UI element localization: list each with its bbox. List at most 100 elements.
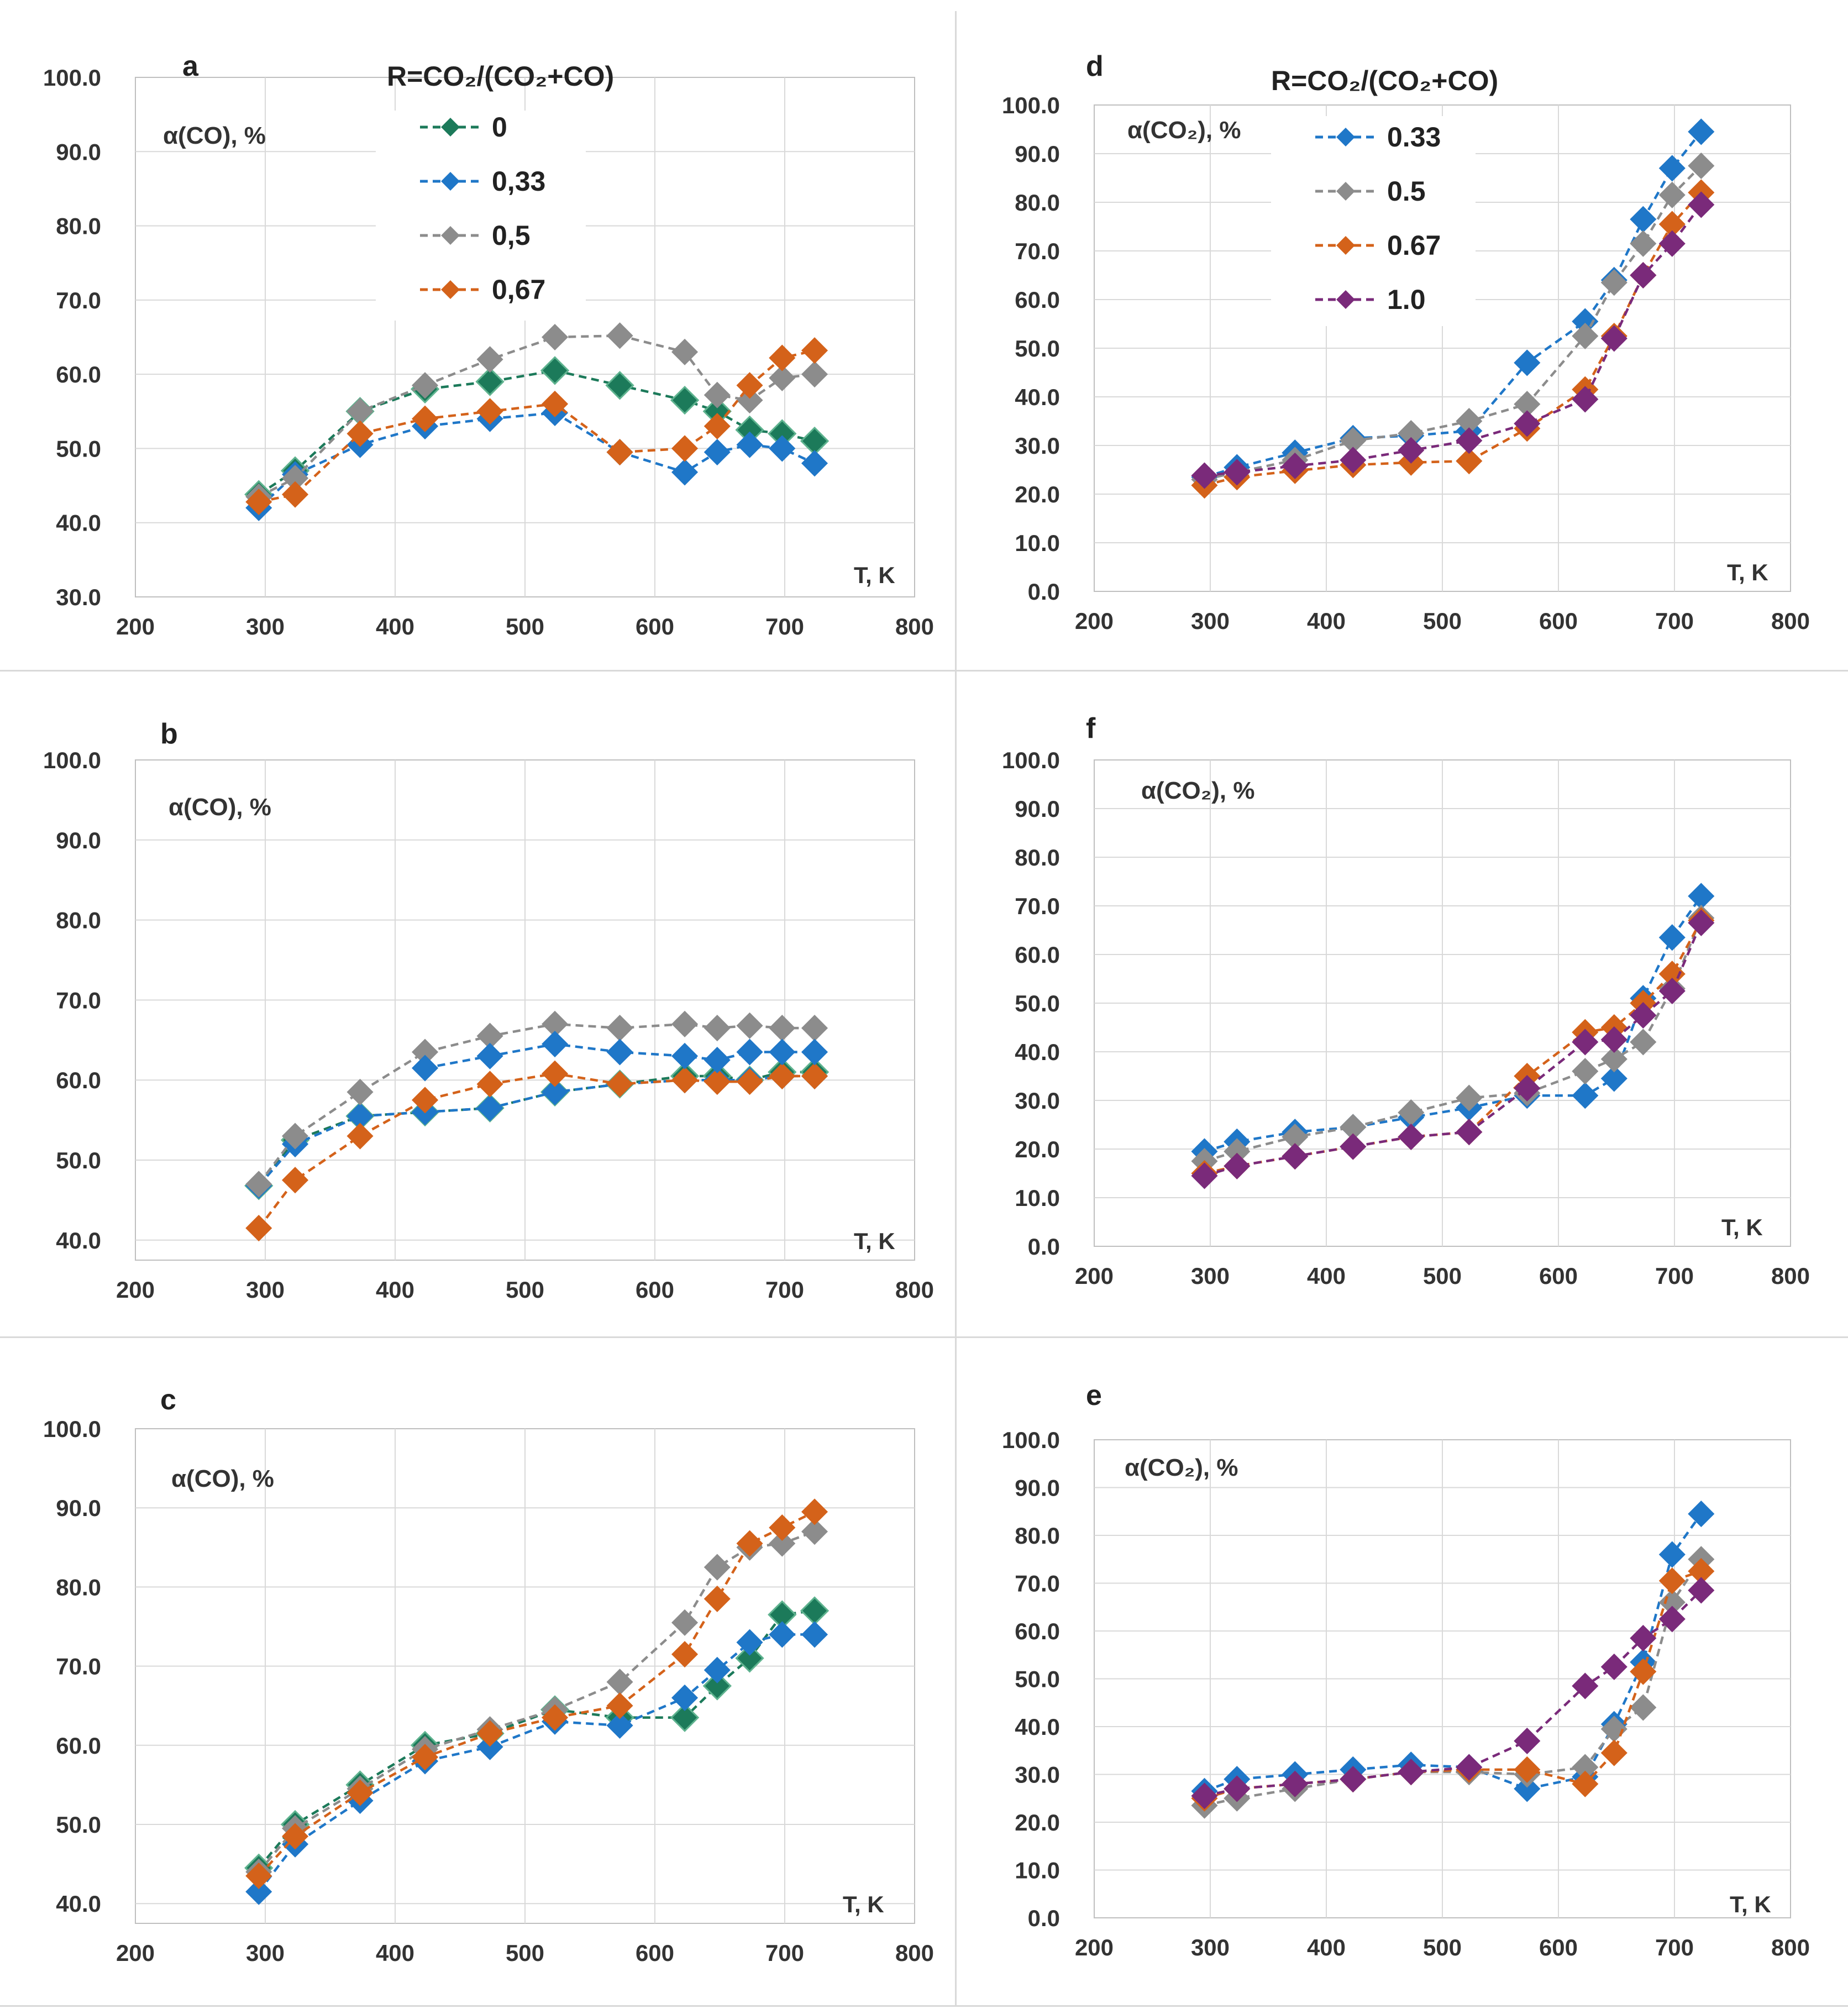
data-point-f-2-10 [1658, 961, 1686, 988]
series-line-e-0 [1204, 1513, 1703, 1792]
y-tick-label-c-3: 70.0 [56, 1654, 101, 1680]
data-point-d-3-9 [1630, 261, 1657, 289]
data-point-f-0-10 [1658, 924, 1686, 951]
y-tick-label-e-4: 40.0 [1015, 1714, 1060, 1740]
y-tick-label-c-1: 50.0 [56, 1812, 101, 1838]
data-point-c-2-10 [769, 1530, 796, 1557]
data-point-d-2-5 [1456, 448, 1483, 475]
data-point-c-0-7 [670, 1703, 700, 1732]
data-point-f-1-9 [1630, 1029, 1657, 1056]
x-tick-label-b-2: 400 [376, 1277, 414, 1303]
y-tick-label-b-5: 90.0 [56, 827, 101, 853]
data-point-d-3-0 [1191, 462, 1218, 489]
data-point-b-3-10 [769, 1062, 796, 1090]
y-tick-label-f-8: 80.0 [1015, 845, 1060, 870]
legend-marker-a-1 [441, 172, 460, 191]
data-point-a-1-7 [671, 459, 699, 486]
data-point-f-3-0 [1191, 1162, 1218, 1189]
x-tick-label-c-1: 300 [246, 1940, 285, 1966]
x-tick-label-b-1: 300 [246, 1277, 285, 1303]
series-line-a-0 [258, 369, 815, 496]
legend-label-d-1: 0.5 [1387, 176, 1426, 207]
data-point-e-1-9 [1630, 1694, 1657, 1721]
data-point-e-0-6 [1514, 1775, 1541, 1802]
data-point-f-1-7 [1572, 1058, 1599, 1085]
x-tick-label-c-6: 800 [895, 1940, 934, 1966]
x-tick-label-b-6: 800 [895, 1277, 934, 1303]
y-tick-label-d-10: 100.0 [1002, 92, 1060, 118]
data-point-e-3-7 [1572, 1672, 1599, 1700]
legend-label-d-0: 0.33 [1387, 122, 1441, 153]
legend-title-a: R=CO₂/(CO₂+CO) [387, 61, 614, 92]
data-point-d-3-5 [1456, 427, 1483, 454]
y-tick-label-b-3: 70.0 [56, 987, 101, 1013]
legend-marker-a-3 [441, 280, 460, 299]
y-tick-label-e-0: 0.0 [1028, 1905, 1060, 1931]
data-point-d-0-6 [1514, 349, 1541, 376]
x-tick-label-a-2: 400 [376, 613, 414, 639]
data-point-c-3-1 [282, 1823, 309, 1850]
x-tick-label-c-3: 500 [506, 1940, 544, 1966]
data-point-e-3-2 [1282, 1770, 1309, 1797]
series-line-f-0 [1204, 895, 1703, 1153]
data-point-c-1-8 [704, 1656, 731, 1683]
chart-panel-d: 200 300 400 500 600 700 800 0.0 10.0 20.0 30.0 40.0… [1002, 50, 1810, 634]
y-tick-label-c-6: 100.0 [43, 1416, 101, 1442]
data-point-d-1-11 [1688, 152, 1715, 180]
data-point-c-1-6 [606, 1712, 633, 1739]
data-point-c-3-2 [347, 1779, 374, 1806]
divider-vertical [955, 11, 957, 2006]
series-line-e-3 [1204, 1589, 1702, 1797]
data-point-f-3-10 [1658, 977, 1686, 1005]
y-tick-label-d-4: 40.0 [1015, 384, 1060, 410]
data-point-e-3-9 [1630, 1624, 1657, 1652]
x-tick-label-b-3: 500 [506, 1277, 544, 1303]
chart-panel-b: 200 300 400 500 600 700 800 40.0 50.0 60.0 70.0 80.… [43, 718, 934, 1303]
data-point-a-2-2 [347, 398, 374, 425]
x-tick-label-e-4: 600 [1539, 1934, 1578, 1960]
data-point-d-3-3 [1340, 447, 1367, 474]
y-tick-label-b-6: 100.0 [43, 747, 101, 773]
data-point-b-4-4 [671, 1042, 699, 1069]
x-tick-label-b-5: 700 [765, 1277, 804, 1303]
data-point-b-3-4 [476, 1071, 503, 1098]
y-tick-label-a-2: 50.0 [56, 436, 101, 461]
series-line-f-3 [1204, 922, 1703, 1177]
data-point-c-1-4 [476, 1733, 503, 1760]
data-point-e-3-0 [1191, 1782, 1218, 1810]
x-axis-label-d: T, K [1727, 559, 1768, 585]
data-point-f-1-4 [1398, 1099, 1425, 1126]
data-point-f-3-11 [1688, 909, 1715, 936]
y-tick-label-b-1: 50.0 [56, 1147, 101, 1173]
series-line-c-0 [258, 1609, 815, 1869]
data-point-e-3-5 [1456, 1754, 1483, 1781]
data-point-c-2-11 [801, 1518, 828, 1545]
x-tick-label-a-0: 200 [116, 613, 155, 639]
data-point-e-1-8 [1600, 1716, 1628, 1743]
y-tick-label-a-4: 70.0 [56, 287, 101, 313]
y-tick-label-e-8: 80.0 [1015, 1523, 1060, 1549]
data-point-d-1-5 [1456, 407, 1483, 435]
series-line-e-2 [1204, 1570, 1702, 1800]
chart-panel-e: 200 300 400 500 600 700 800 0.0 10.0 20.0 30.0 40.0… [1002, 1380, 1810, 1960]
data-point-c-1-7 [671, 1684, 699, 1711]
data-point-a-3-2 [347, 420, 374, 447]
y-tick-label-a-7: 100.0 [43, 65, 101, 91]
x-tick-label-f-1: 300 [1191, 1263, 1230, 1289]
data-point-e-1-10 [1658, 1589, 1686, 1616]
y-tick-label-c-2: 60.0 [56, 1733, 101, 1759]
x-tick-label-a-5: 700 [765, 613, 804, 639]
data-point-b-2-6 [606, 1015, 633, 1042]
data-point-d-3-2 [1282, 452, 1309, 480]
data-point-d-1-10 [1658, 181, 1686, 208]
data-point-c-3-8 [704, 1585, 731, 1612]
legend-title-d: R=CO₂/(CO₂+CO) [1271, 65, 1498, 96]
data-point-a-3-5 [542, 390, 569, 417]
data-point-e-3-1 [1224, 1775, 1251, 1802]
data-point-d-1-6 [1514, 391, 1541, 418]
data-point-a-3-0 [245, 489, 272, 516]
data-point-e-3-8 [1600, 1653, 1628, 1680]
data-point-b-3-9 [736, 1068, 763, 1095]
y-axis-label-b: α(CO), % [169, 794, 271, 821]
